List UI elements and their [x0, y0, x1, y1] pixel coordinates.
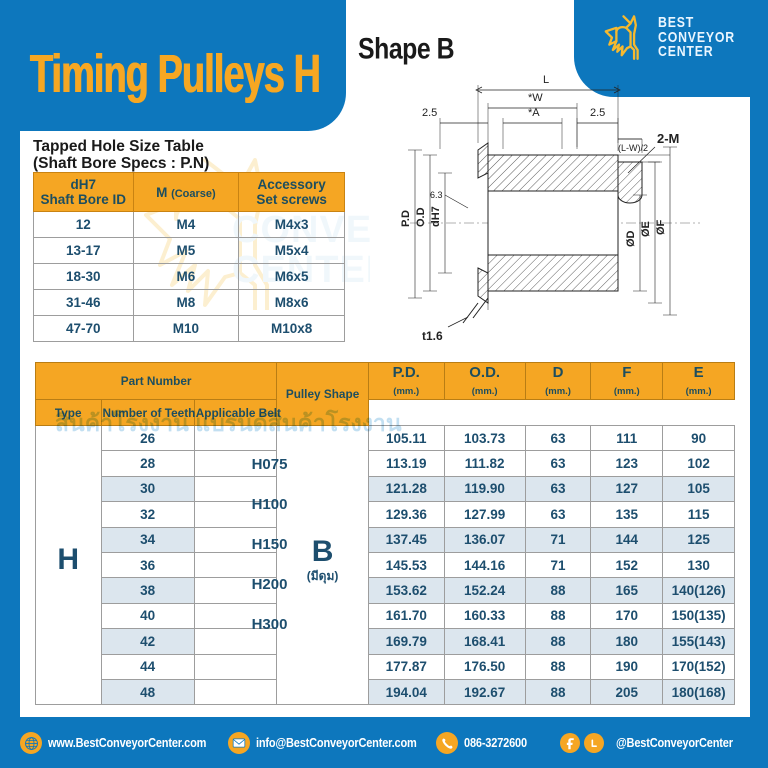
svg-text:(L-W)/2: (L-W)/2	[618, 143, 648, 153]
svg-text:ØE: ØE	[640, 221, 652, 237]
svg-text:P.D: P.D	[400, 210, 412, 227]
svg-text:dH7: dH7	[430, 206, 442, 227]
svg-text:O.D: O.D	[415, 207, 427, 227]
svg-text:*W: *W	[528, 92, 543, 104]
svg-text:t1.6: t1.6	[422, 329, 443, 343]
svg-text:6.3: 6.3	[430, 190, 443, 200]
svg-text:ØF: ØF	[655, 219, 667, 235]
svg-text:2.5: 2.5	[590, 107, 605, 119]
svg-text:*A: *A	[528, 107, 540, 119]
svg-text:2-M: 2-M	[657, 131, 679, 146]
svg-text:ØD: ØD	[625, 230, 637, 247]
svg-text:2.5: 2.5	[422, 107, 437, 119]
svg-text:L: L	[543, 74, 549, 86]
